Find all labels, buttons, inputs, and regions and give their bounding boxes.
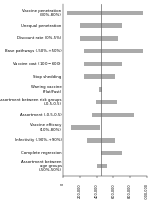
Bar	[87, 138, 115, 143]
Bar	[84, 74, 115, 79]
Bar	[97, 164, 107, 168]
Bar	[92, 113, 134, 117]
Bar	[84, 49, 143, 53]
Bar	[101, 151, 122, 155]
Bar	[84, 62, 122, 66]
Bar	[80, 36, 118, 41]
Bar	[99, 87, 102, 92]
Bar	[71, 125, 100, 130]
Bar	[80, 23, 122, 28]
Bar	[96, 100, 117, 104]
Bar	[67, 11, 143, 15]
